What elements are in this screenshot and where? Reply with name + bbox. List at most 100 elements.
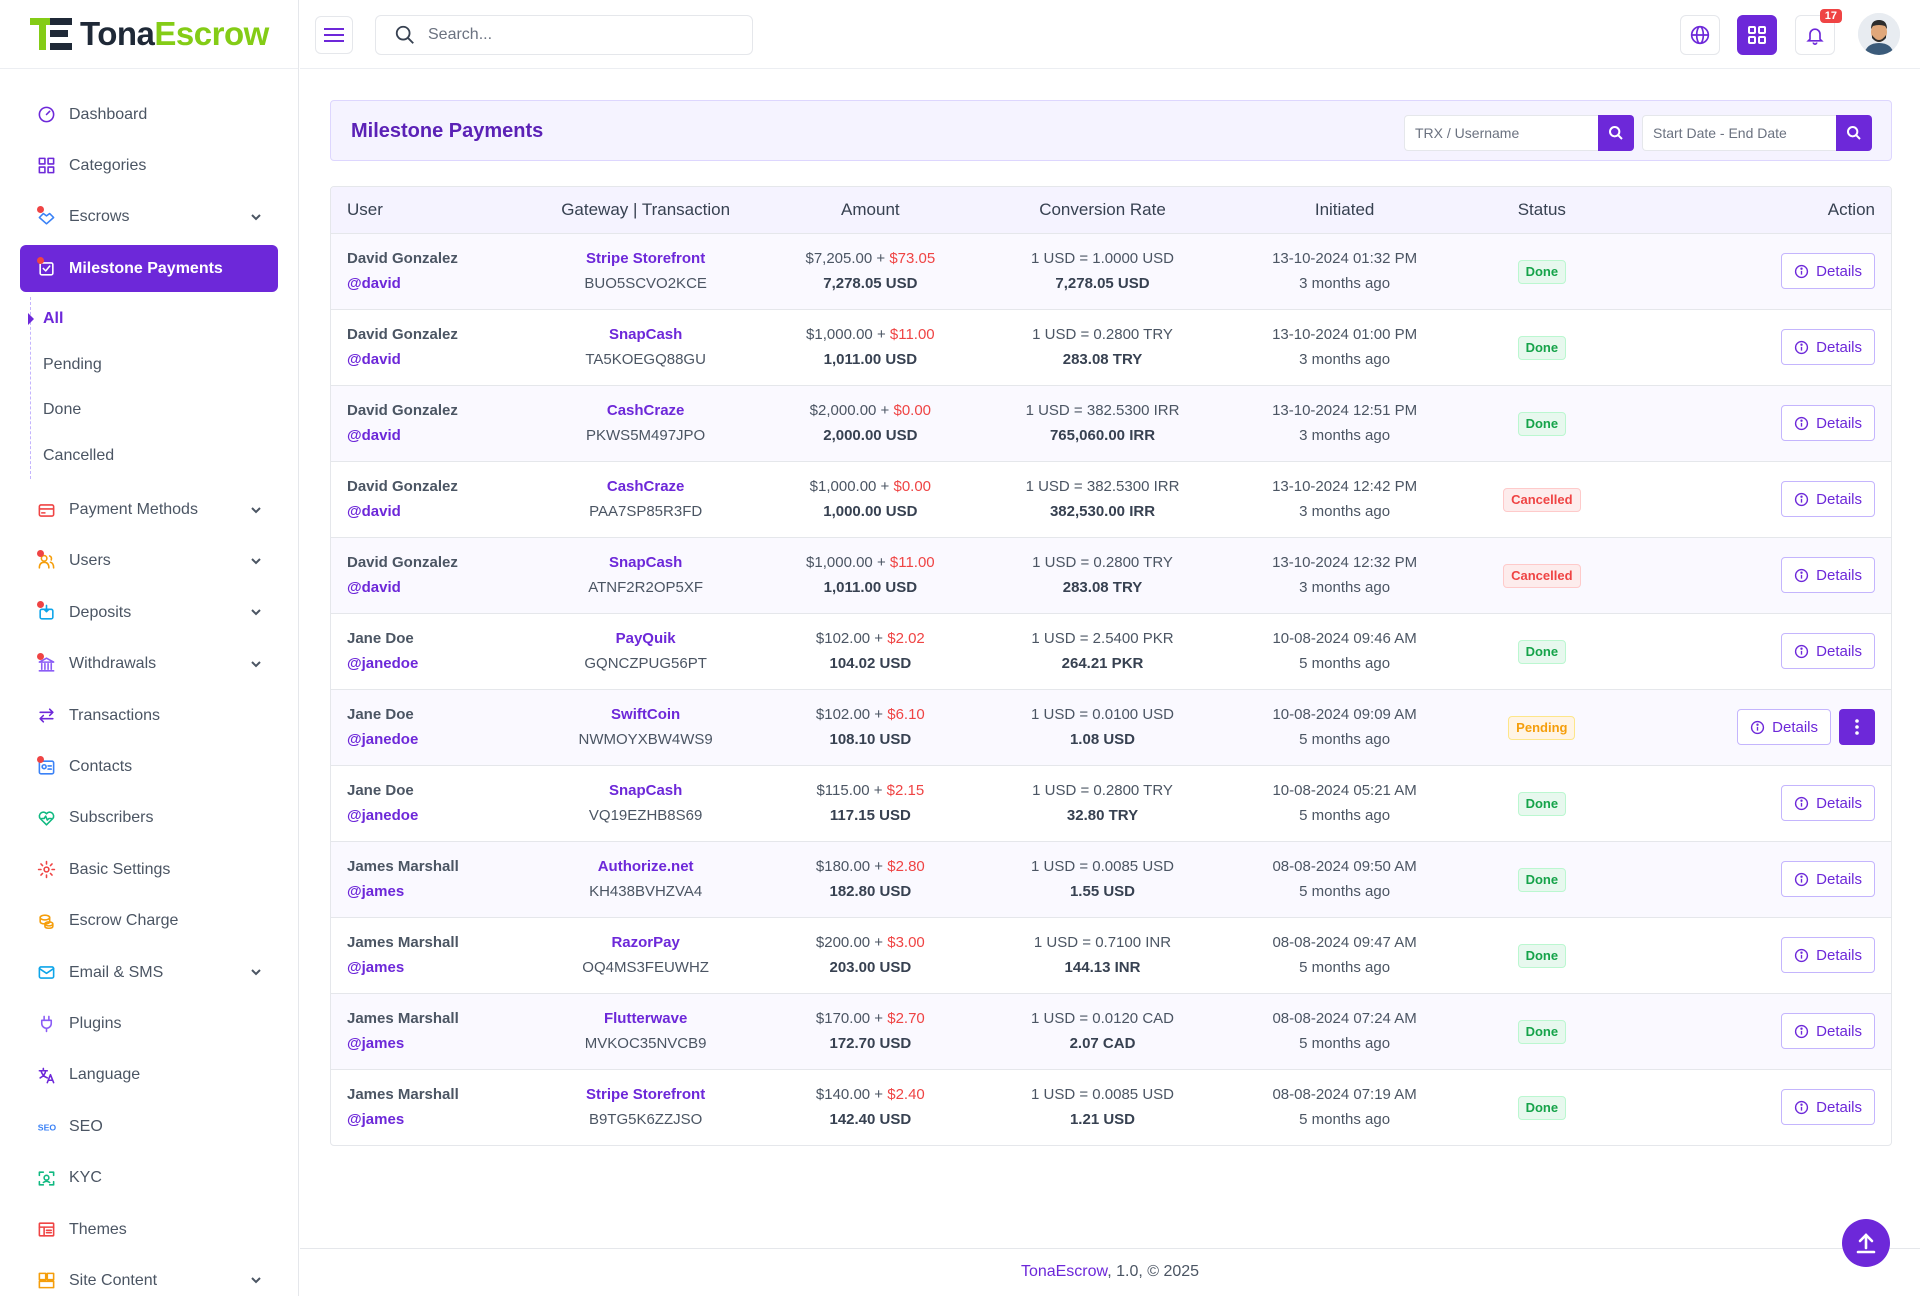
sidebar-item-basic-settings[interactable]: Basic Settings [20, 846, 278, 893]
trx-username-input[interactable] [1404, 115, 1598, 151]
sidebar-item-dashboard[interactable]: Dashboard [20, 91, 278, 138]
sidebar-item-categories[interactable]: Categories [20, 142, 278, 189]
trx-search-button[interactable] [1598, 115, 1634, 151]
sidebar-icon-wrap: SEO [36, 1117, 56, 1137]
sidebar-item-contacts[interactable]: Contacts [20, 744, 278, 791]
menu-toggle-button[interactable] [315, 16, 353, 54]
cell-initiated: 10-08-2024 09:46 AM 5 months ago [1215, 613, 1475, 689]
user-handle-link[interactable]: @david [347, 579, 401, 596]
sidebar-item-kyc[interactable]: KYC [20, 1155, 278, 1202]
notifications-button[interactable]: 17 [1795, 9, 1842, 55]
submenu-item-cancelled[interactable]: Cancelled [43, 446, 115, 464]
notification-dot [37, 601, 44, 609]
more-actions-button[interactable] [1839, 709, 1875, 745]
user-handle-link[interactable]: @janedoe [347, 655, 419, 672]
details-button[interactable]: Details [1737, 709, 1831, 745]
user-handle-link[interactable]: @james [347, 959, 405, 976]
user-handle-link[interactable]: @james [347, 1111, 405, 1129]
footer-brand-link[interactable]: TonaEscrow [1020, 1263, 1108, 1280]
sidebar-item-label: Deposits [69, 603, 132, 621]
sidebar-item-seo[interactable]: SEO SEO [20, 1103, 278, 1150]
sidebar-item-plugins[interactable]: Plugins [20, 1000, 278, 1047]
user-handle-link[interactable]: @david [347, 503, 401, 520]
sidebar-item-escrow-charge[interactable]: Escrow Charge [20, 898, 278, 945]
cell-gateway: SnapCash TA5KOEGQ88GU [541, 309, 751, 385]
submenu-item-done[interactable]: Done [43, 401, 82, 419]
grid-icon [1748, 26, 1766, 44]
search-icon [1847, 125, 1861, 140]
amount-value: $1,000.00 + [809, 478, 894, 495]
submenu-item-all[interactable]: All [43, 310, 64, 328]
user-handle-link[interactable]: @james [347, 1035, 405, 1052]
notification-dot [37, 755, 44, 763]
sidebar-item-escrows[interactable]: Escrows [20, 194, 278, 241]
details-button[interactable]: Details [1781, 1089, 1875, 1126]
details-button[interactable]: Details [1781, 557, 1875, 593]
user-handle-link[interactable]: @james [347, 883, 405, 900]
details-button[interactable]: Details [1781, 1013, 1875, 1049]
cell-initiated: 13-10-2024 01:32 PM 3 months ago [1215, 233, 1475, 309]
cell-status: Cancelled [1474, 461, 1609, 537]
details-button[interactable]: Details [1781, 861, 1875, 897]
apps-button[interactable] [1737, 15, 1777, 55]
submenu-item-pending[interactable]: Pending [43, 355, 102, 373]
cell-action: Details [1609, 461, 1891, 537]
sidebar-item-transactions[interactable]: Transactions [20, 692, 278, 739]
initiated-date: 13-10-2024 12:42 PM [1272, 478, 1418, 495]
sidebar-item-milestone-payments[interactable]: Milestone Payments [20, 245, 278, 293]
initiated-date: 10-08-2024 05:21 AM [1272, 782, 1417, 799]
table-row: David Gonzalez @david SnapCash TA5KOEGQ88GU… [331, 309, 1891, 385]
sidebar-item-themes[interactable]: Themes [20, 1206, 278, 1253]
user-handle-link[interactable]: @david [347, 351, 401, 368]
sidebar-item-users[interactable]: Users [20, 538, 278, 585]
user-handle-link[interactable]: @david [347, 427, 401, 444]
user-handle-link[interactable]: @janedoe [347, 731, 419, 748]
scroll-to-top-button[interactable] [1842, 1219, 1890, 1267]
user-avatar[interactable] [1858, 13, 1900, 55]
sidebar-item-label: Plugins [69, 1014, 122, 1032]
details-button[interactable]: Details [1781, 633, 1875, 669]
details-button[interactable]: Details [1781, 253, 1875, 289]
row-actions: Details [1781, 937, 1875, 973]
status-badge: Done [1517, 259, 1567, 284]
sidebar-item-subscribers[interactable]: Subscribers [20, 795, 278, 842]
user-handle-link[interactable]: @david [347, 275, 401, 292]
details-label: Details [1816, 946, 1862, 964]
brand-logo[interactable]: TonaEscrow [0, 0, 298, 69]
cell-action: Details [1609, 841, 1891, 917]
sidebar-item-deposits[interactable]: Deposits [20, 589, 278, 636]
details-button[interactable]: Details [1781, 785, 1875, 821]
details-label: Details [1816, 1022, 1862, 1040]
sidebar-item-label: Basic Settings [69, 860, 171, 878]
sidebar-item-language[interactable]: Language [20, 1052, 278, 1099]
initiated-ago: 3 months ago [1299, 275, 1391, 292]
main-content: Milestone Payments User Gateway | Transa… [300, 70, 1920, 1296]
user-name: Jane Doe [347, 782, 414, 799]
details-button[interactable]: Details [1781, 329, 1875, 365]
sidebar-item-payment-methods[interactable]: Payment Methods [20, 487, 278, 534]
sidebar-item-withdrawals[interactable]: Withdrawals [20, 641, 278, 688]
cell-user: David Gonzalez @david [331, 233, 541, 309]
conversion-rate: 1 USD = 0.2800 TRY [1032, 326, 1173, 343]
sidebar-icon-wrap [36, 808, 56, 828]
user-name: David Gonzalez [347, 478, 458, 495]
gateway-name: SnapCash [608, 326, 683, 343]
status-badge: Done [1517, 639, 1567, 664]
details-button[interactable]: Details [1781, 937, 1875, 973]
gateway-name: Stripe Storefront [586, 250, 706, 267]
date-search-button[interactable] [1836, 115, 1872, 151]
language-button[interactable] [1680, 15, 1720, 55]
user-handle-link[interactable]: @janedoe [347, 807, 419, 824]
sidebar-item-email-sms[interactable]: Email & SMS [20, 949, 278, 996]
search-input[interactable] [428, 26, 728, 44]
details-button[interactable]: Details [1781, 405, 1875, 441]
coins-icon [38, 914, 54, 929]
sidebar-item-site-content[interactable]: Site Content [20, 1257, 278, 1296]
details-button[interactable]: Details [1781, 481, 1875, 517]
page-header: Milestone Payments [330, 100, 1892, 161]
initiated-ago: 5 months ago [1299, 959, 1391, 976]
status-badge: Done [1517, 1095, 1567, 1120]
amount-line: $1,000.00 + $11.00 [751, 322, 991, 347]
date-range-input[interactable] [1642, 115, 1836, 151]
table-row: David Gonzalez @david CashCraze PAA7SP85R3F… [331, 461, 1891, 537]
